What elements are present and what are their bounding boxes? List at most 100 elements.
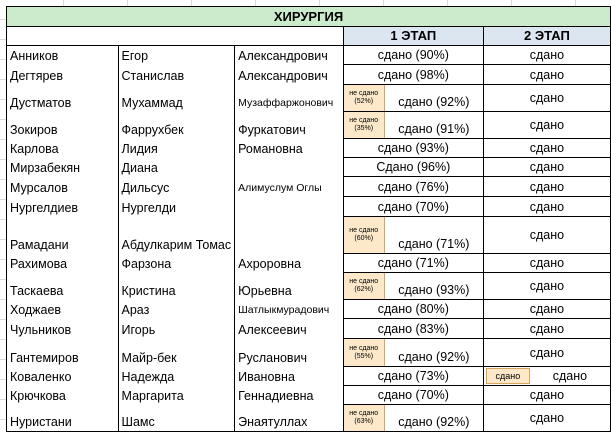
first-name-cell[interactable]: Фаррухбек bbox=[117, 111, 236, 139]
first-name-cell[interactable]: Лидия bbox=[117, 138, 236, 158]
table-row: Рахимова Фарзона Ахроровна сдано (71%) сдано bbox=[6, 253, 611, 273]
stage-1-result-cell[interactable]: сдано (98%) bbox=[342, 64, 484, 85]
table-title: ХИРУРГИЯ bbox=[6, 6, 611, 27]
first-name-cell[interactable]: Абдулкарим Томас bbox=[117, 216, 236, 254]
last-name-cell[interactable]: Ходжаев bbox=[6, 299, 119, 319]
last-name-cell[interactable]: Дустматов bbox=[6, 84, 119, 112]
first-name-cell[interactable]: Маргарита bbox=[117, 385, 236, 405]
last-name-cell[interactable]: Нуристани bbox=[6, 404, 119, 432]
last-name-cell[interactable]: Дегтярев bbox=[6, 64, 119, 85]
stage-2-result-cell[interactable]: сдано bbox=[482, 299, 611, 319]
stage-1-result-cell[interactable]: сдано (70%) bbox=[342, 385, 484, 405]
stage-1-result-cell[interactable]: не сдано (52%) сдано (92%) bbox=[342, 84, 484, 112]
table-row: Чульников Игорь Алексеевич сдано (83%) сдано bbox=[6, 318, 611, 339]
patronymic-cell[interactable]: Музаффаржонович bbox=[234, 84, 344, 112]
patronymic-cell[interactable]: Русланович bbox=[234, 338, 344, 367]
fail-label: не сдано bbox=[349, 227, 379, 234]
last-name-cell[interactable]: Мирзабекян bbox=[6, 157, 119, 177]
last-name-cell[interactable]: Карлова bbox=[6, 138, 119, 158]
table-row: Крючкова Маргарита Геннадиевна сдано (70%) с… bbox=[6, 385, 611, 405]
first-name-cell[interactable]: Фарзона bbox=[117, 253, 236, 273]
stage-1-result-cell[interactable]: сдано (73%) bbox=[342, 366, 484, 386]
stage-1-result-cell[interactable]: не сдано (55%) сдано (92%) bbox=[342, 338, 484, 367]
stage-1-result-cell[interactable]: сдано (76%) bbox=[342, 176, 484, 197]
first-name-cell[interactable]: Надежда bbox=[117, 366, 236, 386]
patronymic-cell[interactable] bbox=[234, 157, 344, 177]
last-name-cell[interactable]: Гантемиров bbox=[6, 338, 119, 367]
first-name-cell[interactable]: Дильсус bbox=[117, 176, 236, 197]
stage-2-result-cell[interactable]: сдано bbox=[482, 338, 611, 367]
last-name-cell[interactable]: Крючкова bbox=[6, 385, 119, 405]
stage-2-result-cell[interactable]: сдано bbox=[482, 272, 611, 300]
stage-1-result-cell[interactable]: Сдано (96%) bbox=[342, 157, 484, 177]
last-name-cell[interactable]: Рахимова bbox=[6, 253, 119, 273]
table-row: Нургелдиев Нургелди сдано (70%) сдано bbox=[6, 196, 611, 217]
patronymic-cell[interactable]: Энаятуллах bbox=[234, 404, 344, 432]
stage-1-result-cell[interactable]: сдано (93%) bbox=[342, 138, 484, 158]
stage-1-result-cell[interactable]: не сдано (35%) сдано (91%) bbox=[342, 111, 484, 139]
first-name-cell[interactable]: Диана bbox=[117, 157, 236, 177]
last-name-cell[interactable]: Рамадани bbox=[6, 216, 119, 254]
patronymic-cell[interactable]: Геннадиевна bbox=[234, 385, 344, 405]
patronymic-cell[interactable]: Алимуслум Оглы bbox=[234, 176, 344, 197]
retake-result: сдано (71%) bbox=[398, 237, 470, 251]
patronymic-cell[interactable]: Шатлыкмурадович bbox=[234, 299, 344, 319]
patronymic-cell[interactable]: Ивановна bbox=[234, 366, 344, 386]
first-name-cell[interactable]: Егор bbox=[117, 45, 236, 65]
stage-2-result-cell[interactable]: сдано bbox=[482, 45, 611, 65]
stage-1-result-cell[interactable]: сдано (71%) bbox=[342, 253, 484, 273]
first-name-cell[interactable]: Нургелди bbox=[117, 196, 236, 217]
stage-2-result-cell[interactable]: сдано bbox=[482, 318, 611, 339]
stage-1-result-cell[interactable]: не сдано (63%) сдано (92%) bbox=[342, 404, 484, 432]
stage-1-result-cell[interactable]: сдано (80%) bbox=[342, 299, 484, 319]
first-name-cell[interactable]: Мухаммад bbox=[117, 84, 236, 112]
stage-2-result-cell[interactable]: сдано bbox=[482, 64, 611, 85]
retake-result: сдано (93%) bbox=[398, 283, 470, 297]
stage-2-result-cell[interactable]: сдано bbox=[482, 84, 611, 112]
stage-1-result-cell[interactable]: сдано (83%) bbox=[342, 318, 484, 339]
stage-2-result-cell[interactable]: сдано bbox=[482, 385, 611, 405]
table-row: Дустматов Мухаммад Музаффаржонович не сдано… bbox=[6, 84, 611, 112]
patronymic-cell[interactable]: Юрьевна bbox=[234, 272, 344, 300]
last-name-cell[interactable]: Коваленко bbox=[6, 366, 119, 386]
first-name-cell[interactable]: Майр-бек bbox=[117, 338, 236, 367]
patronymic-cell[interactable]: Александрович bbox=[234, 64, 344, 85]
table-row: Гантемиров Майр-бек Русланович не сдано (55%… bbox=[6, 338, 611, 367]
stage-2-result-cell[interactable]: сдано bbox=[482, 176, 611, 197]
table-row: Рамадани Абдулкарим Томас не сдано (60%) сда… bbox=[6, 216, 611, 254]
patronymic-cell[interactable]: Ахроровна bbox=[234, 253, 344, 273]
first-name-cell[interactable]: Араз bbox=[117, 299, 236, 319]
patronymic-cell[interactable] bbox=[234, 216, 344, 254]
patronymic-cell[interactable] bbox=[234, 196, 344, 217]
stage-1-result-cell[interactable]: сдано (90%) bbox=[342, 45, 484, 65]
last-name-cell[interactable]: Анников bbox=[6, 45, 119, 65]
patronymic-cell[interactable]: Романовна bbox=[234, 138, 344, 158]
stage-2-result-cell[interactable]: сдано bbox=[482, 196, 611, 217]
last-name-cell[interactable]: Чульников bbox=[6, 318, 119, 339]
last-name-cell[interactable]: Мурсалов bbox=[6, 176, 119, 197]
first-name-cell[interactable]: Кристина bbox=[117, 272, 236, 300]
stage-2-result-cell[interactable]: сдано bbox=[482, 404, 611, 432]
patronymic-cell[interactable]: Алексеевич bbox=[234, 318, 344, 339]
retake-result: сдано (91%) bbox=[398, 122, 470, 136]
last-name-cell[interactable]: Таскаева bbox=[6, 272, 119, 300]
patronymic-cell[interactable]: Александрович bbox=[234, 45, 344, 65]
first-name-cell[interactable]: Шамс bbox=[117, 404, 236, 432]
stage-1-result-cell[interactable]: не сдано (60%) сдано (71%) bbox=[342, 216, 484, 254]
last-name-cell[interactable]: Нургелдиев bbox=[6, 196, 119, 217]
first-name-cell[interactable]: Станислав bbox=[117, 64, 236, 85]
stage-2-result-cell[interactable]: сдано bbox=[482, 111, 611, 139]
stage-2-result-cell[interactable]: сдано сдано bbox=[482, 366, 611, 386]
stage-2-result-cell[interactable]: сдано bbox=[482, 216, 611, 254]
stage-2-header: 2 ЭТАП bbox=[482, 26, 611, 46]
stage-1-result-cell[interactable]: не сдано (62%) сдано (93%) bbox=[342, 272, 484, 300]
stage-2-result-cell[interactable]: сдано bbox=[482, 138, 611, 158]
results-table: ХИРУРГИЯ 1 ЭТАП 2 ЭТАП Анников Егор Алекса… bbox=[6, 6, 611, 432]
stage-1-result-cell[interactable]: сдано (70%) bbox=[342, 196, 484, 217]
stage-2-result-cell[interactable]: сдано bbox=[482, 157, 611, 177]
fail-percent: (62%) bbox=[354, 286, 374, 293]
patronymic-cell[interactable]: Фуркатович bbox=[234, 111, 344, 139]
stage-2-result-cell[interactable]: сдано bbox=[482, 253, 611, 273]
first-name-cell[interactable]: Игорь bbox=[117, 318, 236, 339]
last-name-cell[interactable]: Зокиров bbox=[6, 111, 119, 139]
